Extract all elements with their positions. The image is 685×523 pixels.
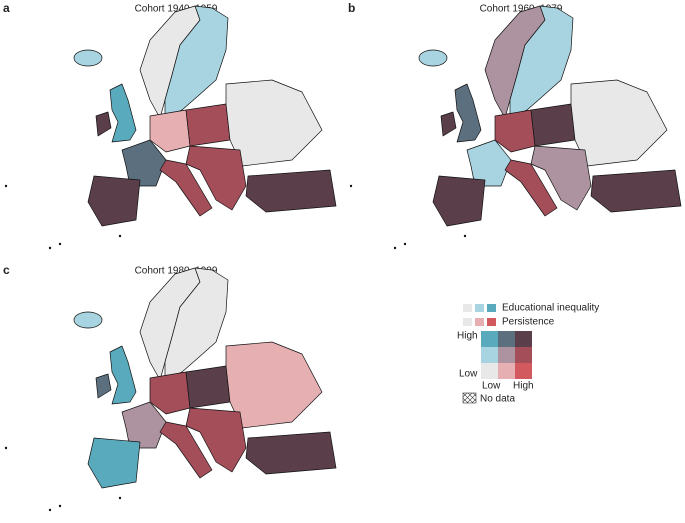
region: [530, 145, 592, 211]
region: [73, 49, 103, 67]
region: [149, 109, 191, 153]
island: [463, 234, 467, 238]
region: [590, 169, 682, 213]
region: [95, 373, 112, 399]
region: [185, 145, 247, 211]
panel-label: c: [3, 263, 10, 277]
region: [245, 169, 337, 213]
region: [185, 407, 247, 473]
panel-title: Cohort 1980–1999: [135, 266, 218, 277]
panel-label: b: [348, 1, 355, 15]
island: [4, 184, 8, 188]
legend-axis-label: High: [457, 331, 478, 342]
region: [225, 79, 323, 167]
island: [403, 242, 407, 246]
island: [48, 508, 52, 512]
panel-label: a: [3, 1, 10, 15]
legend-axis-label: Low: [459, 369, 478, 380]
legend-axis-label: Low: [482, 381, 501, 392]
island: [48, 246, 52, 250]
panel-title: Cohort 1960–1979: [480, 4, 563, 15]
region: [109, 345, 137, 405]
legend-axis-label: High: [513, 381, 534, 392]
region: [225, 341, 323, 429]
island: [58, 504, 62, 508]
region: [432, 175, 486, 227]
region: [530, 103, 576, 147]
island: [393, 246, 397, 250]
island: [349, 184, 353, 188]
region: [95, 111, 112, 137]
legend-label: Persistence: [502, 317, 555, 328]
region: [73, 311, 103, 329]
region: [185, 103, 231, 147]
region: [440, 111, 457, 137]
map-panel: b Cohort 1960–1979: [348, 1, 682, 250]
legend: Educational inequality Persistence High …: [457, 303, 599, 405]
island: [118, 496, 122, 500]
island: [58, 242, 62, 246]
map-panel: a Cohort 1940–1959: [3, 1, 337, 250]
panel-title: Cohort 1940–1959: [135, 4, 218, 15]
map-panel: c Cohort 1980–1999: [3, 263, 337, 512]
legend-label: Educational inequality: [502, 303, 599, 314]
region: [109, 83, 137, 143]
region: [494, 109, 536, 153]
region: [245, 431, 337, 475]
island: [4, 446, 8, 450]
legend-label: No data: [480, 394, 515, 405]
region: [149, 371, 191, 415]
region: [418, 49, 448, 67]
region: [454, 83, 482, 143]
island: [118, 234, 122, 238]
region: [570, 79, 668, 167]
region: [185, 365, 231, 409]
region: [87, 175, 141, 227]
region: [87, 437, 141, 489]
